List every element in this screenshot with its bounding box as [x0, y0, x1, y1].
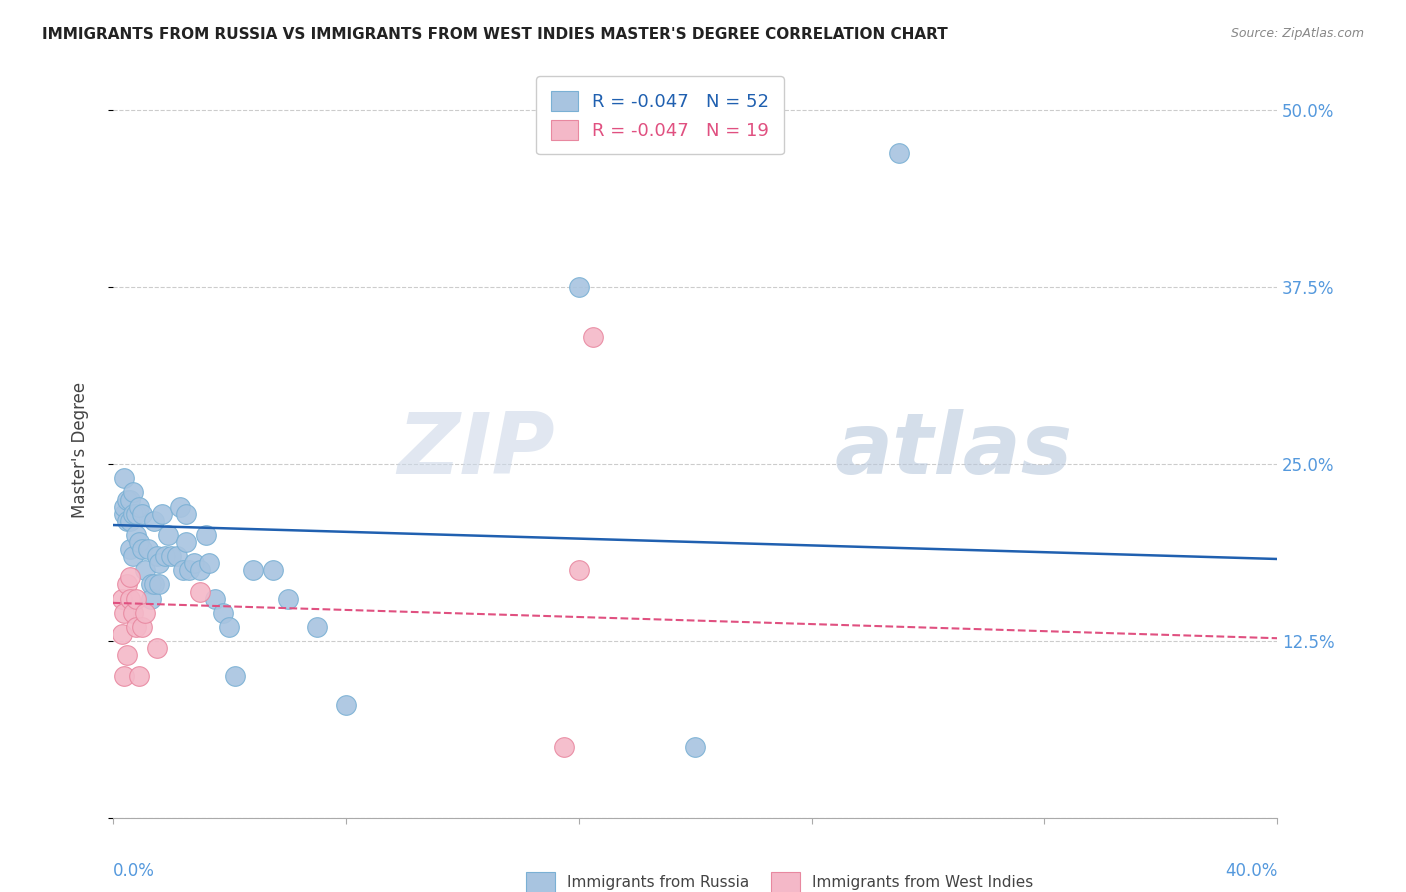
- Point: [183, 556, 205, 570]
- Point: [148, 556, 170, 570]
- Point: [120, 591, 142, 606]
- Point: [242, 563, 264, 577]
- Point: [142, 577, 165, 591]
- Text: Immigrants from West Indies: Immigrants from West Indies: [811, 875, 1033, 890]
- Point: [134, 606, 156, 620]
- Point: [582, 330, 605, 344]
- Point: [125, 620, 148, 634]
- Legend: R = -0.047   N = 52, R = -0.047   N = 19: R = -0.047 N = 52, R = -0.047 N = 19: [537, 77, 783, 154]
- Text: Source: ZipAtlas.com: Source: ZipAtlas.com: [1230, 27, 1364, 40]
- Point: [139, 577, 162, 591]
- Point: [125, 591, 148, 606]
- Point: [160, 549, 183, 563]
- Point: [198, 556, 221, 570]
- Point: [145, 641, 167, 656]
- Text: IMMIGRANTS FROM RUSSIA VS IMMIGRANTS FROM WEST INDIES MASTER'S DEGREE CORRELATIO: IMMIGRANTS FROM RUSSIA VS IMMIGRANTS FRO…: [42, 27, 948, 42]
- FancyBboxPatch shape: [526, 871, 555, 892]
- Point: [131, 507, 153, 521]
- Point: [114, 500, 136, 514]
- Point: [117, 577, 139, 591]
- Point: [114, 507, 136, 521]
- Point: [145, 549, 167, 563]
- Text: atlas: atlas: [835, 409, 1073, 491]
- Point: [169, 500, 191, 514]
- Point: [134, 563, 156, 577]
- Point: [125, 507, 148, 521]
- Text: Immigrants from Russia: Immigrants from Russia: [567, 875, 749, 890]
- Y-axis label: Master's Degree: Master's Degree: [72, 382, 89, 518]
- Point: [224, 669, 246, 683]
- Point: [204, 591, 226, 606]
- Point: [553, 740, 575, 755]
- Point: [117, 514, 139, 528]
- Point: [139, 591, 162, 606]
- Point: [172, 563, 194, 577]
- Point: [335, 698, 357, 712]
- Point: [276, 591, 298, 606]
- Point: [174, 507, 197, 521]
- Point: [120, 514, 142, 528]
- Point: [122, 485, 145, 500]
- Text: ZIP: ZIP: [398, 409, 555, 491]
- Point: [188, 563, 211, 577]
- Point: [122, 507, 145, 521]
- Point: [568, 563, 591, 577]
- Point: [120, 570, 142, 584]
- Point: [120, 492, 142, 507]
- FancyBboxPatch shape: [770, 871, 800, 892]
- Point: [188, 584, 211, 599]
- Point: [262, 563, 284, 577]
- Point: [114, 606, 136, 620]
- Point: [117, 648, 139, 663]
- Point: [131, 542, 153, 557]
- Point: [114, 669, 136, 683]
- Point: [568, 280, 591, 294]
- Point: [148, 577, 170, 591]
- Text: 0.0%: 0.0%: [112, 862, 155, 880]
- Point: [150, 507, 173, 521]
- Point: [166, 549, 188, 563]
- Point: [110, 591, 132, 606]
- Point: [128, 669, 150, 683]
- Point: [218, 620, 240, 634]
- Point: [131, 620, 153, 634]
- Text: 40.0%: 40.0%: [1225, 862, 1277, 880]
- Point: [212, 606, 235, 620]
- Point: [122, 606, 145, 620]
- Point: [128, 535, 150, 549]
- Point: [142, 514, 165, 528]
- Point: [128, 500, 150, 514]
- Point: [177, 563, 200, 577]
- Point: [157, 528, 180, 542]
- Point: [136, 542, 159, 557]
- Point: [120, 542, 142, 557]
- Point: [683, 740, 706, 755]
- Point: [887, 145, 910, 160]
- Point: [195, 528, 218, 542]
- Point: [155, 549, 177, 563]
- Point: [125, 528, 148, 542]
- Point: [122, 549, 145, 563]
- Point: [117, 492, 139, 507]
- Point: [110, 627, 132, 641]
- Point: [114, 471, 136, 485]
- Point: [174, 535, 197, 549]
- Point: [305, 620, 328, 634]
